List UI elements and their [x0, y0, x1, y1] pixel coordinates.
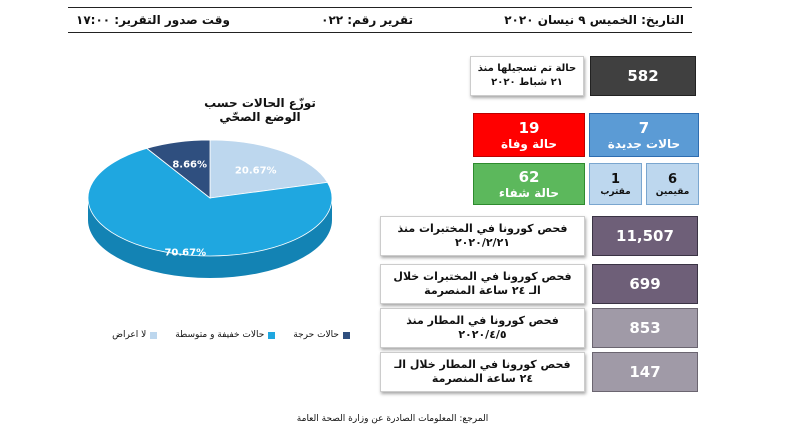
report-time: وقت صدور التقرير: ١٧:٠٠	[76, 13, 230, 27]
new-cases-value: 7	[638, 119, 650, 137]
pie-labels: 20.67% 70.67% 8.66%	[164, 159, 276, 258]
airport-tests-value: 853	[592, 308, 698, 348]
chart-legend: حالات حرجة حالات خفيفة و متوسطة لا اعراض	[60, 330, 350, 340]
lab-tests-label: فحص كورونا في المختبرات منذ ٢٠٢٠/٢/٢١	[380, 216, 585, 256]
residents-box: 6 مقيمين	[646, 163, 699, 205]
lab-24h-label: فحص كورونا في المختبرات خلال الـ ٢٤ ساعة…	[380, 264, 585, 304]
pie-label-0: 20.67%	[235, 165, 277, 176]
residents-value: 6	[667, 171, 678, 187]
recovered-box: 62 حالة شفاء	[473, 163, 585, 205]
legend-item-asymptomatic: لا اعراض	[112, 330, 158, 340]
contacts-label: مقترب	[600, 186, 631, 197]
report-header: التاريخ: الخميس ٩ نيسان ٢٠٢٠ تقرير رقم: …	[68, 7, 692, 33]
pie-label-2: 8.66%	[172, 159, 207, 170]
pie-slice-2	[145, 139, 211, 199]
lab-24h-value: 699	[592, 264, 698, 304]
chart-title: توزّع الحالات حسب الوضع الصحّي	[204, 96, 316, 124]
legend-label-asymptomatic: لا اعراض	[112, 330, 147, 340]
legend-item-critical: حالات حرجة	[293, 330, 350, 340]
contacts-value: 1	[610, 171, 621, 187]
airport-24h-value: 147	[592, 352, 698, 392]
airport-tests-label: فحص كورونا في المطار منذ ٢٠٢٠/٤/٥	[380, 308, 585, 348]
recovered-label: حالة شفاء	[498, 186, 560, 200]
deaths-label: حالة وفاة	[500, 137, 558, 151]
pie-slice-1	[87, 147, 333, 257]
airport-24h-label: فحص كورونا في المطار خلال الـ ٢٤ ساعة ال…	[380, 352, 585, 392]
pie-label-1: 70.67%	[164, 248, 206, 259]
total-cases-label: حالة تم تسجيلها منذ ٢١ شباط ٢٠٢٠	[470, 56, 584, 96]
report-number: تقرير رقم: ٠٢٢	[321, 13, 414, 27]
legend-label-critical: حالات حرجة	[293, 330, 339, 340]
deaths-box: 19 حالة وفاة	[473, 113, 585, 157]
pie-chart: 20.67% 70.67% 8.66%	[87, 139, 333, 278]
legend-swatch-asymptomatic	[150, 331, 158, 339]
deaths-value: 19	[518, 119, 540, 137]
pie-slices	[87, 139, 333, 257]
report-date: التاريخ: الخميس ٩ نيسان ٢٠٢٠	[504, 13, 684, 27]
legend-label-mild: حالات خفيفة و متوسطة	[175, 330, 265, 340]
new-cases-label: حالات جديدة	[607, 137, 681, 151]
pie-side-1	[88, 198, 332, 278]
new-cases-box: 7 حالات جديدة	[589, 113, 699, 157]
residents-label: مقيمين	[655, 186, 690, 197]
legend-item-mild: حالات خفيفة و متوسطة	[175, 330, 276, 340]
total-cases-value: 582	[590, 56, 696, 96]
contacts-box: 1 مقترب	[589, 163, 642, 205]
pie-slice-0	[209, 139, 329, 199]
legend-swatch-critical	[343, 331, 350, 339]
source-note: المرجع: المعلومات الصادرة عن وزارة الصحة…	[296, 414, 489, 424]
lab-tests-value: 11,507	[592, 216, 698, 256]
legend-swatch-mild	[268, 331, 276, 339]
recovered-value: 62	[518, 168, 540, 186]
pie-depth	[88, 198, 332, 278]
